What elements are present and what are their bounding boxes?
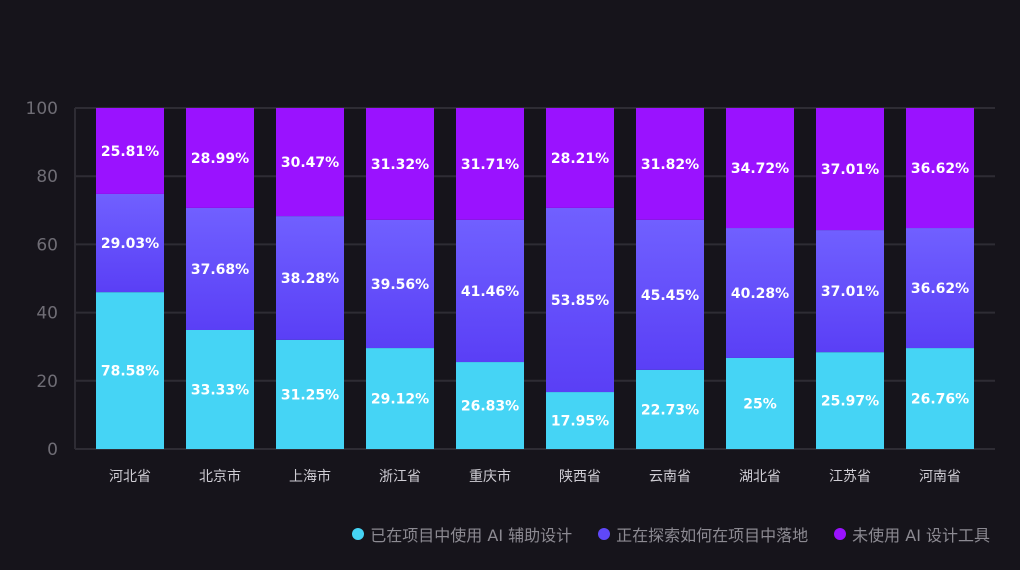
data-label: 30.47%	[281, 155, 339, 171]
bar-segment	[546, 108, 614, 208]
data-label: 25%	[743, 396, 777, 412]
legend-dot-icon	[598, 528, 611, 540]
data-label: 31.71%	[461, 157, 519, 173]
x-tick-label: 北京市	[199, 468, 241, 485]
legend-label: 未使用 AI 设计工具	[852, 526, 990, 545]
bar-segment	[546, 207, 614, 393]
x-tick-label: 重庆市	[469, 468, 511, 485]
data-label: 26.83%	[461, 399, 519, 415]
y-tick-label: 40	[36, 304, 58, 324]
data-label: 17.95%	[551, 414, 609, 430]
legend-item[interactable]: 未使用 AI 设计工具	[834, 522, 990, 546]
bar-segment	[366, 108, 434, 220]
bar-segment	[816, 352, 884, 449]
bar-segment	[546, 392, 614, 449]
data-label: 36.62%	[911, 161, 969, 177]
data-label: 37.01%	[821, 162, 879, 178]
data-label: 39.56%	[371, 277, 429, 293]
data-label: 26.76%	[911, 392, 969, 408]
data-label: 31.32%	[371, 157, 429, 173]
x-tick-label: 云南省	[649, 469, 691, 485]
bar-segment	[816, 230, 884, 353]
data-label: 25.81%	[101, 144, 159, 160]
legend-dot-icon	[834, 528, 847, 540]
legend-label: 已在项目中使用 AI 辅助设计	[370, 526, 573, 545]
legend: 已在项目中使用 AI 辅助设计 正在探索如何在项目中落地 未使用 AI 设计工具	[352, 522, 990, 546]
bar-segment	[96, 193, 164, 293]
bar-segment	[366, 348, 434, 449]
data-label: 28.21%	[551, 151, 609, 167]
data-label: 78.58%	[101, 364, 159, 380]
bar-segment	[906, 228, 974, 349]
bar-segment	[366, 219, 434, 349]
y-tick-label: 0	[47, 440, 58, 460]
data-label: 22.73%	[641, 402, 699, 418]
y-tick-label: 20	[36, 372, 58, 392]
data-label: 31.82%	[641, 157, 699, 173]
bar-segment	[96, 292, 164, 449]
legend-label: 正在探索如何在项目中落地	[616, 526, 809, 545]
bar-segment	[906, 348, 974, 449]
x-tick-label: 河南省	[919, 469, 961, 485]
data-label: 38.28%	[281, 271, 339, 287]
data-label: 29.12%	[371, 392, 429, 408]
legend-item[interactable]: 已在项目中使用 AI 辅助设计	[352, 522, 572, 546]
data-label: 34.72%	[731, 161, 789, 177]
data-label: 28.99%	[191, 151, 249, 167]
x-tick-label: 湖北省	[739, 469, 781, 485]
bar-segment	[186, 108, 254, 208]
x-tick-label: 浙江省	[379, 469, 421, 485]
bar-segment	[726, 108, 794, 229]
data-label: 36.62%	[911, 281, 969, 297]
legend-item[interactable]: 正在探索如何在项目中落地	[598, 522, 808, 546]
x-tick-label: 江苏省	[829, 469, 871, 485]
bar-segment	[456, 108, 524, 220]
data-label: 37.01%	[821, 284, 879, 300]
data-label: 40.28%	[731, 286, 789, 302]
bar-segment	[636, 108, 704, 220]
bar-segment	[276, 108, 344, 217]
bar-segment	[456, 362, 524, 449]
x-tick-label: 上海市	[289, 468, 331, 485]
stacked-bar-chart: 0 20 40 60 80 100 78.58% 29.03% 25.81% 河北省 33.33%…	[26, 99, 995, 485]
data-label: 53.85%	[551, 293, 609, 309]
data-label: 45.45%	[641, 288, 699, 304]
bar-segment	[276, 216, 344, 340]
bar-segment	[276, 339, 344, 449]
data-label: 25.97%	[821, 394, 879, 410]
y-tick-label: 60	[36, 235, 58, 255]
bar-segment	[456, 219, 524, 363]
y-tick-label: 80	[36, 167, 58, 187]
bar-segment	[636, 219, 704, 370]
bar-segment	[726, 228, 794, 358]
data-label: 33.33%	[191, 382, 249, 398]
data-label: 31.25%	[281, 387, 339, 403]
bar-segment	[906, 108, 974, 229]
y-tick-label: 100	[26, 99, 58, 119]
x-tick-label: 陕西省	[559, 469, 601, 485]
bar-segment	[96, 108, 164, 194]
bar-segment	[816, 108, 884, 231]
data-label: 37.68%	[191, 262, 249, 278]
bar-segment	[726, 357, 794, 449]
x-tick-label: 河北省	[109, 469, 151, 485]
bar-segment	[186, 329, 254, 449]
bar-segment	[636, 369, 704, 449]
data-label: 41.46%	[461, 284, 519, 300]
data-label: 29.03%	[101, 236, 159, 252]
bar-segment	[186, 207, 254, 330]
legend-dot-icon	[352, 528, 365, 540]
